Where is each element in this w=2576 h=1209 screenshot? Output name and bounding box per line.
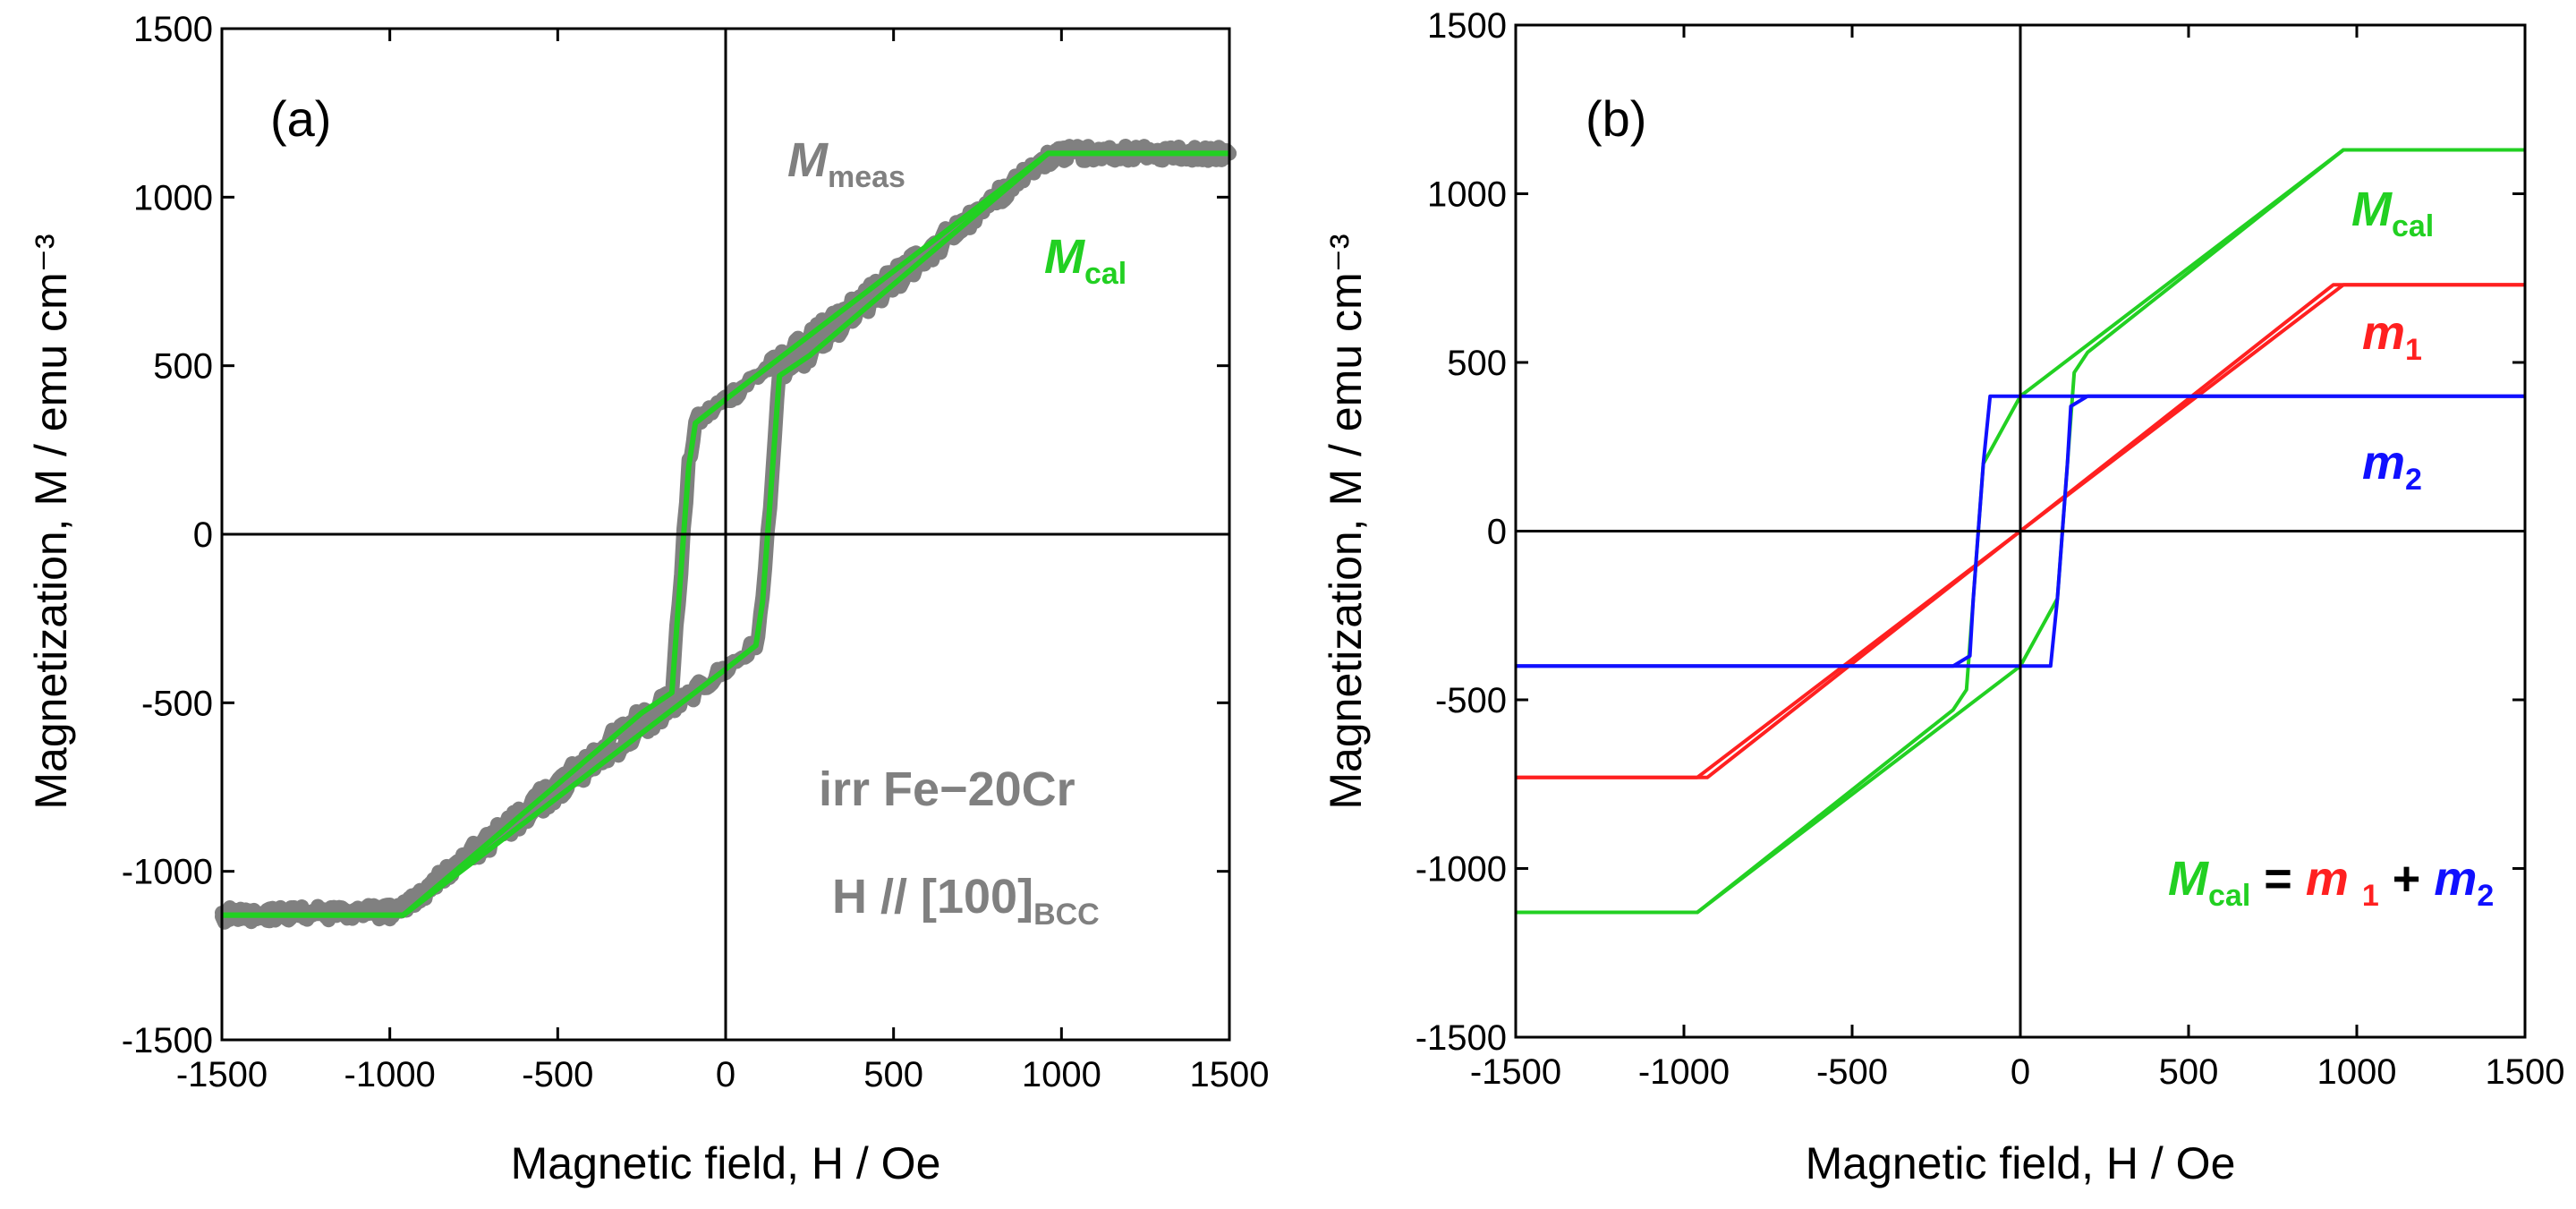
panel-b-equation: Mcal = m 1 + m2 — [2074, 852, 2561, 916]
panel-b-m1-label: m1 — [2362, 306, 2422, 367]
panel-b-m2-label: m2 — [2362, 436, 2422, 497]
eq-plus: + — [2379, 852, 2435, 906]
panel-b-y-axis-title: Magnetization, M / emu cm⁻³ — [1321, 234, 1371, 809]
eq-lhs-sub: cal — [2208, 879, 2250, 913]
panel-a-x-tick-label: 0 — [716, 1055, 735, 1094]
panel-a-x-tick-label: -500 — [522, 1055, 593, 1094]
panel-b-m1-main: m — [2362, 306, 2405, 360]
panel-b-x-tick-label: 500 — [2159, 1052, 2219, 1092]
panel-a-m-meas-branch-1 — [215, 140, 1237, 930]
panel-b-y-tick-label: 0 — [1487, 513, 1507, 552]
panel-b-x-tick-label: -1500 — [1470, 1052, 1561, 1092]
panel-b-chart: -1500 -1000 -500 0 500 1000 1500-1500-1000-500… — [1321, 6, 2564, 1188]
panel-b-y-tick-label: 1500 — [1427, 6, 1507, 46]
panel-a-y-tick-label: 1000 — [133, 178, 213, 217]
panel-a-cal-label: Mcal — [1044, 230, 1126, 291]
panel-b-y-tick-label: -1500 — [1416, 1018, 1507, 1058]
panel-b-x-tick-label: -1000 — [1638, 1052, 1730, 1092]
panel-b-y-tick-label: 500 — [1447, 344, 1507, 383]
panel-b-m2-branch-1 — [1516, 394, 2525, 668]
panel-a-meas-label: Mmeas — [787, 133, 905, 194]
panel-b-axes-layer — [1514, 23, 2527, 1039]
panel-a-tick-labels: -1500 -1000 -500 0 500 1000 1500 -1500 -1000 -500… — [122, 10, 1270, 1094]
eq-t2-main: m — [2434, 852, 2477, 906]
panel-b-y-tick-label: -500 — [1435, 681, 1507, 720]
panel-a-x-tick-label: -1500 — [176, 1055, 268, 1094]
panel-b-label: (b) — [1586, 90, 1646, 147]
panel-b-y-tick-label: -1000 — [1416, 850, 1507, 890]
panel-b-x-tick-label: 0 — [2011, 1052, 2030, 1092]
panel-a-y-tick-label: -1500 — [122, 1021, 213, 1060]
panel-b-x-axis-title: Magnetic field, H / Oe — [1806, 1138, 2236, 1188]
eq-t2-sub: 2 — [2477, 879, 2494, 913]
eq-lhs-main: M — [2168, 852, 2209, 906]
panel-a-x-tick-label: 1500 — [1190, 1055, 1270, 1094]
panel-b-x-tick-label: 1000 — [2317, 1052, 2397, 1092]
panel-a-field-direction-sub: BCC — [1033, 898, 1100, 932]
panel-a-field-direction: H // [100]BCC — [832, 870, 1100, 932]
panel-a-y-tick-label: -1000 — [122, 853, 213, 892]
panel-b-cal-main: M — [2351, 183, 2393, 236]
panel-a-y-tick-label: 0 — [193, 515, 213, 555]
panel-a-field-direction-main: H // [100] — [832, 870, 1033, 924]
panel-a-y-tick-label: 500 — [153, 347, 213, 387]
panel-a-axes-layer — [220, 27, 1231, 1042]
panel-a-cal-main: M — [1044, 230, 1085, 284]
panel-a-cal-sub: cal — [1084, 257, 1126, 291]
eq-t1-sub: 1 — [2362, 879, 2379, 913]
panel-a-x-axis-title: Magnetic field, H / Oe — [511, 1138, 941, 1188]
panel-a-meas-sub: meas — [828, 160, 905, 194]
panel-b-m1-sub: 1 — [2405, 333, 2422, 367]
panel-b-tick-labels: -1500 -1000 -500 0 500 1000 1500-1500-1000-500… — [1416, 6, 2565, 1092]
panel-a-chart: -1500 -1000 -500 0 500 1000 1500 -1500 -1000 -500… — [26, 10, 1269, 1188]
panel-a-y-tick-label: 1500 — [133, 10, 213, 49]
panel-a-label: (a) — [270, 90, 331, 147]
eq-equals: = — [2250, 852, 2306, 906]
panel-a-sample-name: irr Fe−20Cr — [819, 762, 1075, 816]
panel-a-y-tick-label: -500 — [141, 684, 213, 723]
panel-b-m2-main: m — [2362, 436, 2405, 490]
panel-a-x-tick-label: 1000 — [1022, 1055, 1101, 1094]
panel-b-x-tick-label: -500 — [1816, 1052, 1888, 1092]
panel-b-m2-sub: 2 — [2405, 463, 2422, 497]
eq-t1-main: m — [2306, 852, 2362, 906]
panel-a-x-tick-label: 500 — [863, 1055, 923, 1094]
panel-b-x-tick-label: 1500 — [2486, 1052, 2565, 1092]
panel-b-cal-label: Mcal — [2351, 183, 2434, 243]
panel-b-y-tick-label: 1000 — [1427, 175, 1507, 215]
panel-b-cal-sub: cal — [2392, 209, 2434, 243]
panel-a-meas-main: M — [787, 133, 829, 187]
panel-a-x-tick-label: -1000 — [344, 1055, 436, 1094]
panel-a-y-axis-title: Magnetization, M / emu cm⁻³ — [26, 234, 76, 809]
